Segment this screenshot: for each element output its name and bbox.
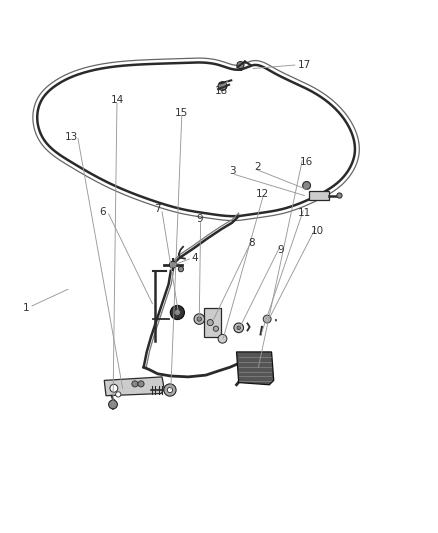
Text: 10: 10 [311,225,324,236]
Circle shape [178,266,184,272]
Circle shape [213,326,219,332]
Text: 8: 8 [248,238,255,248]
Circle shape [167,387,173,393]
Text: 7: 7 [154,204,161,214]
Circle shape [263,315,271,323]
Circle shape [170,261,177,268]
Circle shape [116,392,121,397]
Text: 6: 6 [99,207,106,217]
Circle shape [194,314,205,324]
Circle shape [218,334,227,343]
Text: 2: 2 [254,161,261,172]
Circle shape [174,310,180,316]
FancyBboxPatch shape [204,308,221,336]
Text: 1: 1 [23,303,30,313]
FancyBboxPatch shape [309,191,328,200]
Text: 17: 17 [298,60,311,70]
Circle shape [197,317,201,321]
Text: 15: 15 [175,108,188,118]
Circle shape [132,381,138,387]
Circle shape [303,182,311,189]
Polygon shape [104,377,164,395]
Text: 9: 9 [277,245,284,255]
Text: 13: 13 [65,132,78,142]
Circle shape [207,319,213,326]
Circle shape [337,193,342,198]
Text: 9: 9 [197,214,204,224]
Polygon shape [237,352,274,385]
Circle shape [110,384,118,392]
Text: 14: 14 [110,95,124,105]
Text: 4: 4 [191,253,198,263]
Circle shape [234,323,244,333]
Text: 16: 16 [300,157,313,167]
Circle shape [237,326,240,329]
Circle shape [170,305,184,319]
Circle shape [109,400,117,409]
Text: 18: 18 [215,86,228,96]
Text: 11: 11 [298,208,311,218]
Text: 12: 12 [256,189,269,199]
Circle shape [138,381,144,387]
Circle shape [164,384,176,396]
Circle shape [237,61,244,69]
Text: 3: 3 [229,166,236,176]
Circle shape [218,82,227,91]
